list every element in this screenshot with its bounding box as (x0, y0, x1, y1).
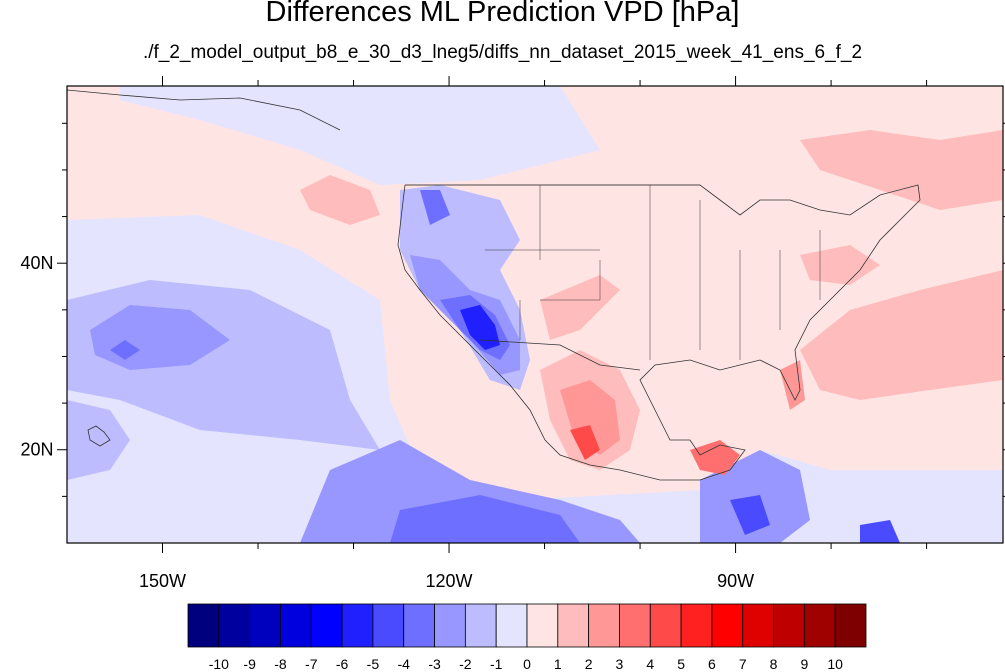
field-mexico-core (570, 425, 600, 460)
y-tick-label: 40N (20, 253, 53, 273)
colorbar-swatch (680, 603, 713, 648)
colorbar-swatch (464, 603, 497, 648)
x-tick-label: 150W (139, 571, 186, 591)
colorbar-swatch (341, 603, 374, 648)
colorbar-swatch (588, 603, 620, 648)
colorbar-swatch (773, 603, 805, 648)
colorbar-label: -5 (367, 656, 380, 672)
map-frame (66, 85, 1004, 544)
map-subtitle: ./f_2_model_output_b8_e_30_d3_lneg5/diff… (142, 42, 863, 63)
field-north-pacific-positive (300, 175, 380, 225)
field-pacific-core (110, 340, 140, 360)
colorbar-label: -1 (490, 656, 503, 672)
colorbar-swatch (495, 603, 528, 648)
colorbar-swatch (249, 603, 281, 648)
field-hawaii-negative (67, 400, 130, 480)
colorbar-label: 1 (554, 656, 562, 672)
colorbar-swatch (649, 603, 682, 648)
colorbar-swatch (310, 603, 343, 648)
state-borders (405, 184, 821, 360)
colorbar-label: -2 (459, 656, 472, 672)
field-atlantic-positive (800, 270, 1003, 400)
colorbar-label: 2 (585, 656, 593, 672)
colorbar-swatch (526, 603, 559, 648)
field-central-america-core (730, 495, 770, 535)
colorbar-label: -7 (305, 656, 318, 672)
colorbar-label: 4 (646, 656, 654, 672)
colorbar-label: 3 (616, 656, 624, 672)
alaska-outline (67, 89, 341, 131)
colorbar-label: -9 (243, 656, 256, 672)
colorbar-swatch (280, 603, 312, 648)
colorbar-swatch (619, 603, 651, 648)
colorbar: -10 -9 -8 -7 -6 -5 -4 -3 -2 -1 0 1 2 3 4 5 6 7 8 9 10 (187, 603, 867, 672)
us-mexico-border (479, 339, 641, 371)
vpd-difference-field (67, 86, 1003, 543)
field-southwest-core (460, 305, 500, 350)
y-tick-label: 20N (20, 440, 53, 460)
field-caribbean-core (860, 520, 900, 543)
field-mexico-coast-core (390, 495, 580, 543)
colorbar-label: -6 (336, 656, 349, 672)
x-tick-label: 120W (426, 571, 473, 591)
colorbar-swatch (372, 603, 405, 648)
colorbar-label: 6 (708, 656, 716, 672)
colorbar-swatch (403, 603, 435, 648)
colorbar-swatch (218, 603, 251, 648)
colorbar-label: -10 (209, 656, 229, 672)
hawaii-outline (87, 425, 111, 447)
field-northwest-negative (420, 190, 450, 225)
colorbar-swatch (834, 603, 867, 648)
x-tick-label: 90W (717, 571, 754, 591)
colorbar-swatch (557, 603, 590, 648)
coastlines (67, 89, 921, 481)
colorbar-swatch (187, 603, 220, 648)
map-title: Differences ML Prediction VPD [hPa] (265, 0, 740, 28)
colorbar-label: 9 (800, 656, 808, 672)
colorbar-label: 7 (739, 656, 747, 672)
field-yucatan-positive (690, 440, 740, 475)
colorbar-label: 8 (770, 656, 778, 672)
colorbar-label: 10 (827, 656, 843, 672)
colorbar-label: -4 (398, 656, 411, 672)
field-florida-positive (780, 360, 805, 410)
axis-ticks: 150W 120W 90W 40N 20N (20, 76, 1005, 591)
colorbar-label: -8 (274, 656, 287, 672)
colorbar-label: 0 (523, 656, 531, 672)
field-northeast-positive (800, 130, 1003, 210)
colorbar-label: -3 (428, 656, 441, 672)
colorbar-swatch (434, 603, 466, 648)
north-america-outline (397, 184, 921, 481)
colorbar-swatch (711, 603, 744, 648)
colorbar-swatch (742, 603, 774, 648)
field-nw-negative (120, 86, 600, 185)
colorbar-label: 5 (677, 656, 685, 672)
colorbar-swatch (803, 603, 836, 648)
